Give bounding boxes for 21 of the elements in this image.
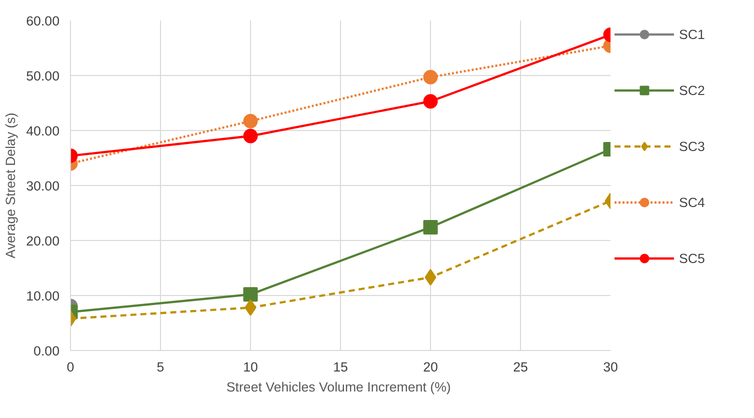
y-tick-label: 50.00 bbox=[26, 68, 60, 84]
x-tick-label: 30 bbox=[603, 360, 618, 374]
x-axis-title: Street Vehicles Volume Increment (%) bbox=[226, 380, 451, 394]
y-tick-label: 20.00 bbox=[26, 234, 60, 248]
y-tick-label: 10.00 bbox=[26, 288, 60, 304]
x-tick-label: 20 bbox=[423, 360, 438, 374]
legend-label: SC5 bbox=[679, 250, 705, 266]
x-tick-label: 25 bbox=[513, 360, 528, 374]
legend-label: SC3 bbox=[679, 138, 705, 154]
y-axis-title: Average Street Delay (s) bbox=[3, 112, 18, 258]
x-tick-label: 15 bbox=[333, 360, 348, 374]
x-tick-label: 0 bbox=[66, 360, 74, 374]
y-tick-label: 30.00 bbox=[26, 178, 60, 194]
legend-label: SC1 bbox=[679, 26, 705, 42]
y-tick-label: 60.00 bbox=[26, 14, 60, 28]
x-tick-label: 10 bbox=[243, 360, 258, 374]
x-tick-label: 5 bbox=[156, 360, 164, 374]
y-tick-label: 40.00 bbox=[26, 124, 60, 138]
legend-label: SC4 bbox=[679, 194, 705, 210]
legend-label: SC2 bbox=[679, 82, 705, 98]
y-tick-label: 0.00 bbox=[34, 344, 60, 358]
